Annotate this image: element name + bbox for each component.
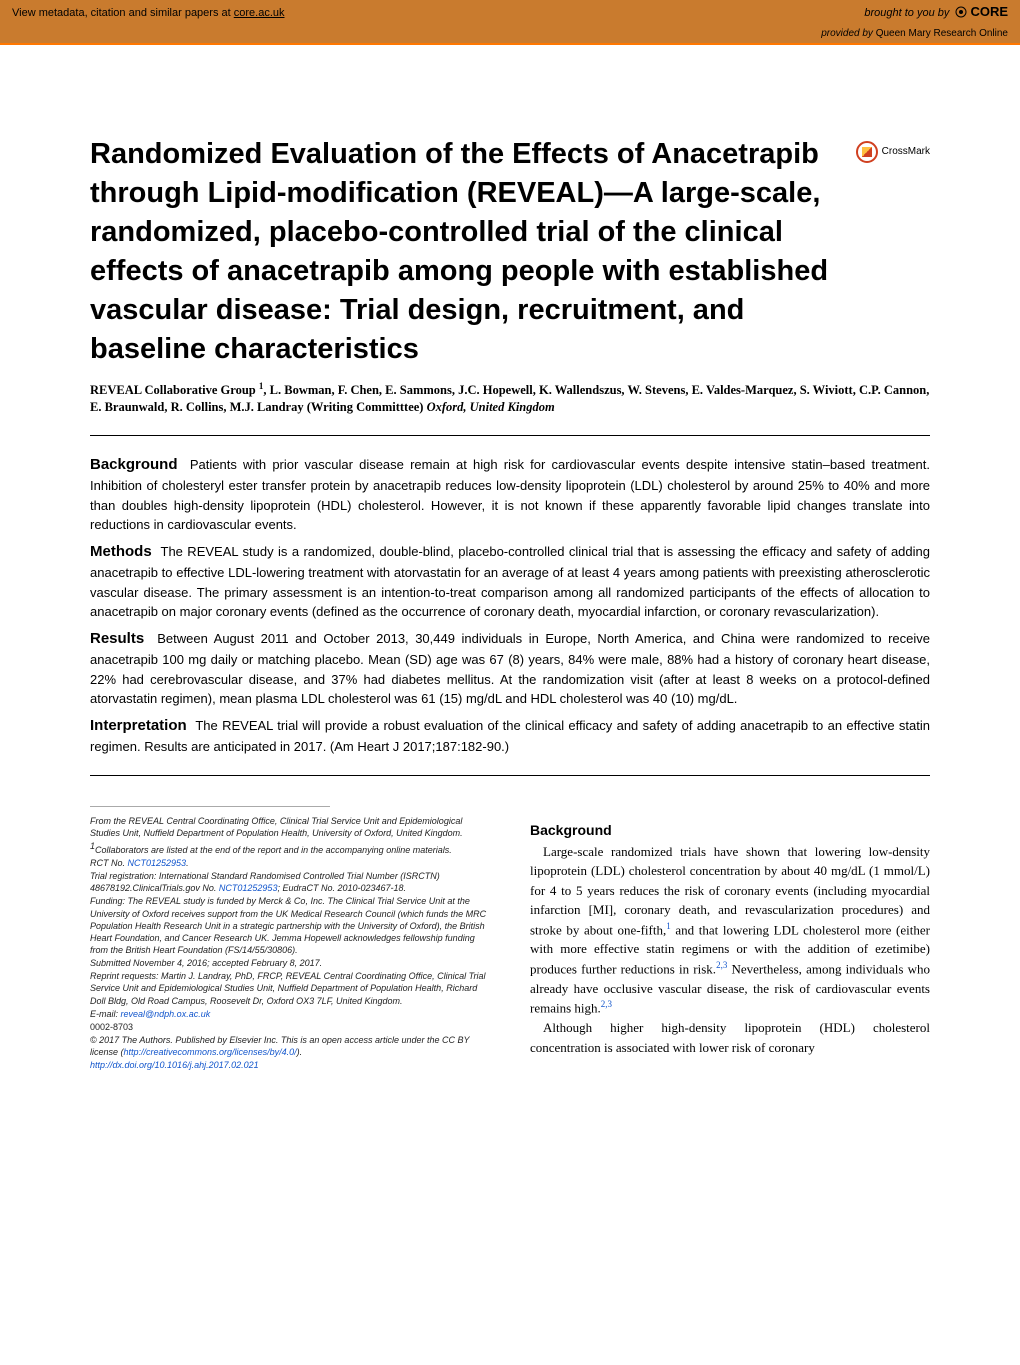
fn-4-link[interactable]: NCT01252953 bbox=[219, 883, 278, 893]
fn-3-prefix: RCT No. bbox=[90, 858, 128, 868]
fn-10-link[interactable]: http://creativecommons.org/licenses/by/4… bbox=[124, 1047, 297, 1057]
core-provided-prefix: provided by bbox=[821, 28, 875, 39]
fn-8-link[interactable]: reveal@ndph.ox.ac.uk bbox=[121, 1009, 211, 1019]
fn-3: RCT No. NCT01252953. bbox=[90, 857, 490, 869]
abs-background-text: Patients with prior vascular disease rem… bbox=[90, 457, 930, 533]
fn-9: 0002-8703 bbox=[90, 1021, 490, 1033]
fn-4-suffix: ; EudraCT No. 2010-023467-18. bbox=[277, 883, 406, 893]
core-provided-row: provided by Queen Mary Research Online bbox=[0, 26, 1020, 43]
fn-10: © 2017 The Authors. Published by Elsevie… bbox=[90, 1034, 490, 1058]
fn-2: 1Collaborators are listed at the end of … bbox=[90, 840, 490, 856]
fn-8: E-mail: reveal@ndph.ox.ac.uk bbox=[90, 1008, 490, 1020]
fn-7: Reprint requests: Martin J. Landray, PhD… bbox=[90, 970, 490, 1006]
fn-5: Funding: The REVEAL study is funded by M… bbox=[90, 895, 490, 956]
rule-top bbox=[90, 435, 930, 436]
fn-11-link[interactable]: http://dx.doi.org/10.1016/j.ahj.2017.02.… bbox=[90, 1060, 259, 1070]
fn-2-text: Collaborators are listed at the end of t… bbox=[95, 845, 452, 855]
fn-11: http://dx.doi.org/10.1016/j.ahj.2017.02.… bbox=[90, 1059, 490, 1071]
author-group: REVEAL Collaborative Group bbox=[90, 383, 259, 397]
page-content: Randomized Evaluation of the Effects of … bbox=[0, 45, 1020, 1113]
fn-10-suffix: ). bbox=[297, 1047, 303, 1057]
background-body: Large-scale randomized trials have shown… bbox=[530, 842, 930, 1057]
fn-1: From the REVEAL Central Coordinating Off… bbox=[90, 815, 490, 839]
fn-3-suffix: . bbox=[186, 858, 189, 868]
fn-8-prefix: E-mail: bbox=[90, 1009, 121, 1019]
fn-3-link[interactable]: NCT01252953 bbox=[128, 858, 187, 868]
two-column-row: From the REVEAL Central Coordinating Off… bbox=[90, 794, 930, 1073]
footnote-rule bbox=[90, 806, 330, 807]
abs-methods-text: The REVEAL study is a randomized, double… bbox=[90, 544, 930, 620]
authors-line: REVEAL Collaborative Group 1, L. Bowman,… bbox=[90, 379, 930, 416]
article-title: Randomized Evaluation of the Effects of … bbox=[90, 135, 836, 370]
crossmark-label: CrossMark bbox=[882, 146, 930, 157]
author-affil: Oxford, United Kingdom bbox=[427, 400, 555, 414]
core-provided-by: Queen Mary Research Online bbox=[876, 28, 1008, 39]
background-column: Background Large-scale randomized trials… bbox=[530, 794, 930, 1073]
crossmark-badge[interactable]: CrossMark bbox=[856, 141, 930, 163]
footnotes: From the REVEAL Central Coordinating Off… bbox=[90, 815, 490, 1072]
core-banner: View metadata, citation and similar pape… bbox=[0, 0, 1020, 26]
core-prefix: View metadata, citation and similar pape… bbox=[12, 7, 234, 19]
core-banner-left: View metadata, citation and similar pape… bbox=[12, 7, 285, 19]
abs-interpretation-head: Interpretation bbox=[90, 717, 187, 734]
bg-p1: Large-scale randomized trials have shown… bbox=[530, 842, 930, 1018]
abs-background-head: Background bbox=[90, 456, 178, 473]
abs-results-head: Results bbox=[90, 630, 144, 647]
abs-methods-head: Methods bbox=[90, 543, 152, 560]
fn-6: Submitted November 4, 2016; accepted Feb… bbox=[90, 957, 490, 969]
crossmark-icon bbox=[856, 141, 878, 163]
core-link[interactable]: core.ac.uk bbox=[234, 7, 285, 19]
bg-ref-3[interactable]: 2,3 bbox=[601, 999, 612, 1009]
footnotes-column: From the REVEAL Central Coordinating Off… bbox=[90, 794, 490, 1073]
abstract: Background Patients with prior vascular … bbox=[90, 454, 930, 757]
fn-4: Trial registration: International Standa… bbox=[90, 870, 490, 894]
core-logo-icon bbox=[954, 5, 968, 22]
abs-results-text: Between August 2011 and October 2013, 30… bbox=[90, 631, 930, 707]
core-brought: brought to you by bbox=[864, 7, 952, 19]
bg-p2: Although higher high-density lipoprotein… bbox=[530, 1018, 930, 1057]
title-row: Randomized Evaluation of the Effects of … bbox=[90, 135, 930, 370]
rule-bottom bbox=[90, 775, 930, 776]
bg-ref-2[interactable]: 2,3 bbox=[716, 960, 727, 970]
core-logo: CORE bbox=[970, 4, 1008, 19]
background-head: Background bbox=[530, 822, 930, 838]
abs-interpretation-text: The REVEAL trial will provide a robust e… bbox=[90, 718, 930, 755]
core-banner-right: brought to you by CORE bbox=[864, 4, 1008, 22]
